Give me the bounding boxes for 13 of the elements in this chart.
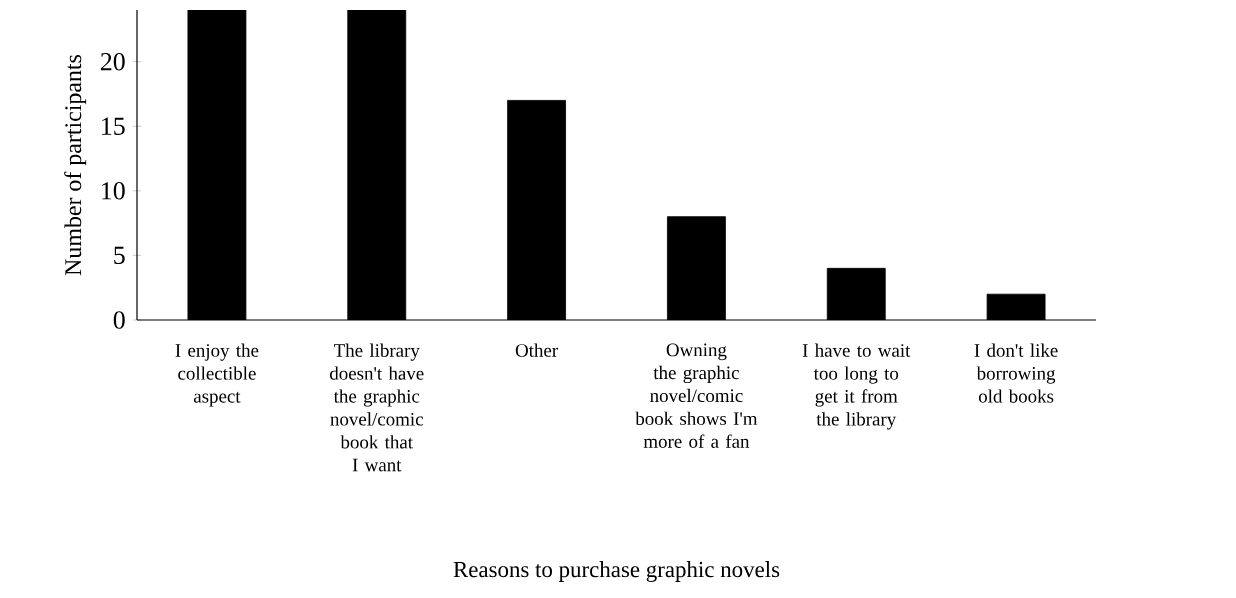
y-tick-label: 20	[100, 52, 125, 71]
x-axis-title: Reasons to purchase graphic novels	[453, 561, 780, 582]
x-tick-label: I enjoy the collectible aspect	[175, 343, 259, 407]
y-axis-title: Number of participants	[64, 54, 87, 276]
y-tick-label: 15	[102, 117, 125, 135]
y-tick-label: 10	[102, 182, 125, 200]
y-tick-label: 5	[114, 246, 125, 265]
x-tick-label: Owning the graphic novel/comic book shows I'm more of a fan	[635, 343, 758, 448]
x-tick-label: The library doesn't have the graphic novel/comic book that I want	[330, 343, 424, 472]
x-tick-label: I don't like borrowing old books	[974, 343, 1058, 403]
x-tick-label: I have to wait too long to get it from the library	[802, 343, 911, 430]
y-tick-label: 0	[113, 311, 125, 329]
x-tick-label: Other	[515, 343, 558, 357]
